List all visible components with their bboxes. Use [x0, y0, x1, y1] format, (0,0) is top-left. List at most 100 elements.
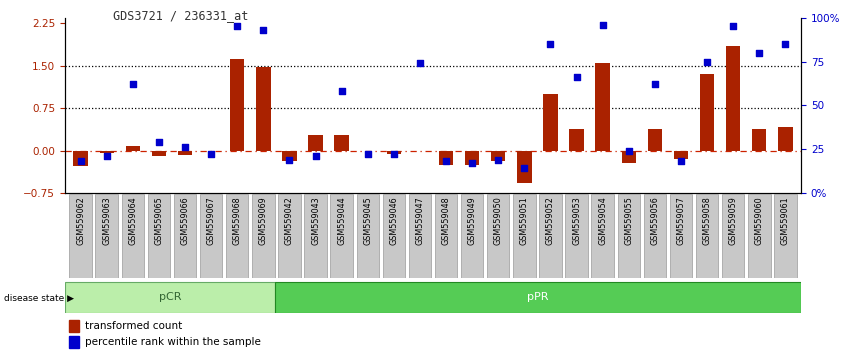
Point: [779, 41, 792, 47]
Text: GSM559065: GSM559065: [154, 196, 164, 245]
Bar: [152, 150, 166, 156]
Point: [491, 157, 505, 162]
FancyBboxPatch shape: [617, 194, 640, 278]
Point: [361, 152, 375, 157]
FancyBboxPatch shape: [748, 194, 771, 278]
Text: GSM559045: GSM559045: [363, 196, 372, 245]
Text: GSM559054: GSM559054: [598, 196, 607, 245]
Bar: [68, 336, 79, 348]
Text: GSM559069: GSM559069: [259, 196, 268, 245]
Text: GSM559055: GSM559055: [624, 196, 633, 245]
FancyBboxPatch shape: [461, 194, 483, 278]
Text: GSM559051: GSM559051: [520, 196, 529, 245]
Text: GSM559068: GSM559068: [233, 196, 242, 245]
FancyBboxPatch shape: [304, 194, 326, 278]
Point: [570, 74, 584, 80]
Text: GSM559043: GSM559043: [311, 196, 320, 245]
Point: [727, 24, 740, 29]
Bar: [282, 150, 297, 161]
Point: [256, 27, 270, 33]
Text: GSM559053: GSM559053: [572, 196, 581, 245]
FancyBboxPatch shape: [252, 194, 275, 278]
Point: [413, 61, 427, 66]
Text: GSM559067: GSM559067: [207, 196, 216, 245]
Bar: [439, 150, 453, 165]
Point: [230, 24, 244, 29]
Bar: [68, 320, 79, 332]
Text: GSM559042: GSM559042: [285, 196, 294, 245]
Bar: [543, 94, 558, 150]
Point: [204, 152, 218, 157]
FancyBboxPatch shape: [174, 194, 197, 278]
Text: disease state ▶: disease state ▶: [4, 293, 74, 303]
Point: [622, 148, 636, 154]
Bar: [622, 150, 636, 163]
Point: [648, 81, 662, 87]
FancyBboxPatch shape: [722, 194, 745, 278]
FancyBboxPatch shape: [331, 194, 352, 278]
Point: [308, 153, 322, 159]
Point: [387, 152, 401, 157]
Bar: [126, 146, 140, 150]
Point: [152, 139, 166, 145]
Text: GSM559066: GSM559066: [180, 196, 190, 245]
Bar: [700, 74, 714, 150]
FancyBboxPatch shape: [148, 194, 170, 278]
Bar: [465, 150, 480, 165]
Point: [335, 88, 349, 94]
Bar: [569, 129, 584, 150]
Text: GSM559052: GSM559052: [546, 196, 555, 245]
Point: [544, 41, 558, 47]
Bar: [334, 135, 349, 150]
FancyBboxPatch shape: [200, 194, 223, 278]
FancyBboxPatch shape: [65, 282, 275, 313]
Bar: [386, 150, 401, 154]
Text: GSM559062: GSM559062: [76, 196, 85, 245]
FancyBboxPatch shape: [69, 194, 92, 278]
FancyBboxPatch shape: [487, 194, 509, 278]
Point: [596, 22, 610, 28]
Point: [439, 159, 453, 164]
FancyBboxPatch shape: [514, 194, 535, 278]
Bar: [596, 63, 610, 150]
Text: GSM559063: GSM559063: [102, 196, 111, 245]
Text: GSM559048: GSM559048: [442, 196, 450, 245]
Bar: [178, 150, 192, 155]
Bar: [100, 150, 114, 153]
Text: GSM559046: GSM559046: [390, 196, 398, 245]
FancyBboxPatch shape: [383, 194, 405, 278]
Text: GSM559050: GSM559050: [494, 196, 503, 245]
Point: [178, 144, 192, 150]
Point: [126, 81, 139, 87]
FancyBboxPatch shape: [565, 194, 588, 278]
Text: GSM559064: GSM559064: [128, 196, 138, 245]
Text: GSM559058: GSM559058: [702, 196, 712, 245]
Text: GSM559057: GSM559057: [676, 196, 686, 245]
FancyBboxPatch shape: [591, 194, 614, 278]
FancyBboxPatch shape: [95, 194, 118, 278]
Point: [74, 159, 87, 164]
Bar: [230, 59, 244, 150]
Bar: [726, 46, 740, 150]
Text: GSM559060: GSM559060: [755, 196, 764, 245]
Point: [753, 50, 766, 56]
FancyBboxPatch shape: [409, 194, 431, 278]
Point: [100, 153, 113, 159]
FancyBboxPatch shape: [696, 194, 718, 278]
Text: GSM559059: GSM559059: [728, 196, 738, 245]
Bar: [308, 135, 323, 150]
Text: percentile rank within the sample: percentile rank within the sample: [85, 337, 261, 347]
FancyBboxPatch shape: [278, 194, 301, 278]
Text: GSM559047: GSM559047: [416, 196, 424, 245]
Text: GSM559049: GSM559049: [468, 196, 476, 245]
Point: [700, 59, 714, 64]
Bar: [674, 150, 688, 159]
Point: [282, 157, 296, 162]
Bar: [517, 150, 532, 183]
Point: [674, 159, 688, 164]
Point: [517, 166, 531, 171]
Text: GSM559061: GSM559061: [781, 196, 790, 245]
Text: pCR: pCR: [158, 292, 181, 302]
FancyBboxPatch shape: [774, 194, 797, 278]
FancyBboxPatch shape: [540, 194, 562, 278]
